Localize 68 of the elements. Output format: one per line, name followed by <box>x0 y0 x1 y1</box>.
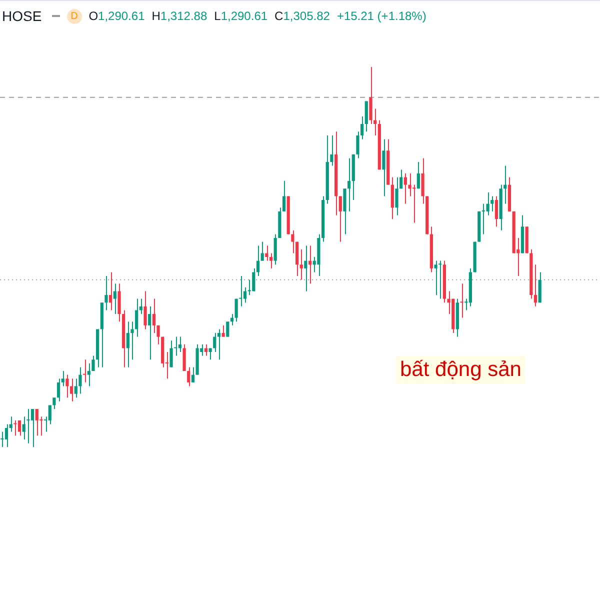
candlestick <box>438 260 442 300</box>
candlestick <box>260 241 264 262</box>
candlestick <box>4 424 8 448</box>
candlestick <box>490 196 494 212</box>
candlestick <box>22 416 26 440</box>
candlestick <box>113 283 116 314</box>
candlestick <box>460 283 464 318</box>
candlestick <box>148 306 152 360</box>
text: D <box>66 8 82 24</box>
candlestick <box>66 374 69 398</box>
candlestick <box>416 162 420 190</box>
candlestick <box>408 172 412 197</box>
text: C1,305.82 <box>274 9 330 23</box>
candlestick <box>82 359 86 383</box>
candlestick <box>135 298 138 338</box>
text: +15.21 (+1.18%) <box>336 9 426 23</box>
candlestick <box>187 366 190 387</box>
candlestick <box>213 332 216 352</box>
candlestick <box>0 431 4 448</box>
candlestick <box>282 180 286 212</box>
candlestick <box>343 188 346 235</box>
candlestick <box>170 340 173 368</box>
candlestick <box>486 192 490 216</box>
candlestick <box>118 283 121 322</box>
candlestick <box>538 272 542 304</box>
candlestick <box>144 290 147 330</box>
candlestick <box>338 196 342 242</box>
candlestick <box>217 328 221 360</box>
candlestick <box>364 100 368 132</box>
candlestick <box>204 344 208 356</box>
candlestick <box>56 378 60 402</box>
candlestick <box>404 172 407 204</box>
candlestick <box>182 344 186 372</box>
candlestick <box>104 276 108 311</box>
candlestick <box>534 264 538 307</box>
candlestick <box>330 134 334 166</box>
candlestick <box>208 348 212 360</box>
candlestick <box>78 366 82 394</box>
candlestick <box>226 321 230 338</box>
candlestick <box>390 176 394 220</box>
candlestick <box>482 203 486 235</box>
candlestick <box>434 260 438 296</box>
candlestick <box>369 66 372 124</box>
candlestick <box>30 408 34 448</box>
candlestick <box>256 245 260 276</box>
candlestick <box>174 336 178 356</box>
candlestick <box>26 408 30 444</box>
candlestick <box>14 420 17 436</box>
candlestick <box>382 138 386 197</box>
candlestick <box>70 378 74 402</box>
candlestick <box>234 298 238 322</box>
candlestick <box>304 245 308 292</box>
text: H1,312.88 <box>152 9 208 23</box>
text: O1,290.61 <box>88 9 145 23</box>
annotation: bất động sản <box>396 356 526 384</box>
candlestick <box>395 176 398 216</box>
text: HOSE <box>2 8 42 24</box>
candlestick <box>222 324 225 338</box>
candlestick <box>18 420 22 436</box>
candlestick <box>109 272 112 311</box>
candlestick <box>265 245 268 262</box>
candlestick <box>494 196 498 228</box>
text: L1,290.61 <box>214 9 268 23</box>
candlestick <box>239 276 242 307</box>
candlestick <box>300 248 303 280</box>
candlestick <box>52 397 56 410</box>
candlestick <box>274 234 277 266</box>
candlestick <box>347 158 351 212</box>
